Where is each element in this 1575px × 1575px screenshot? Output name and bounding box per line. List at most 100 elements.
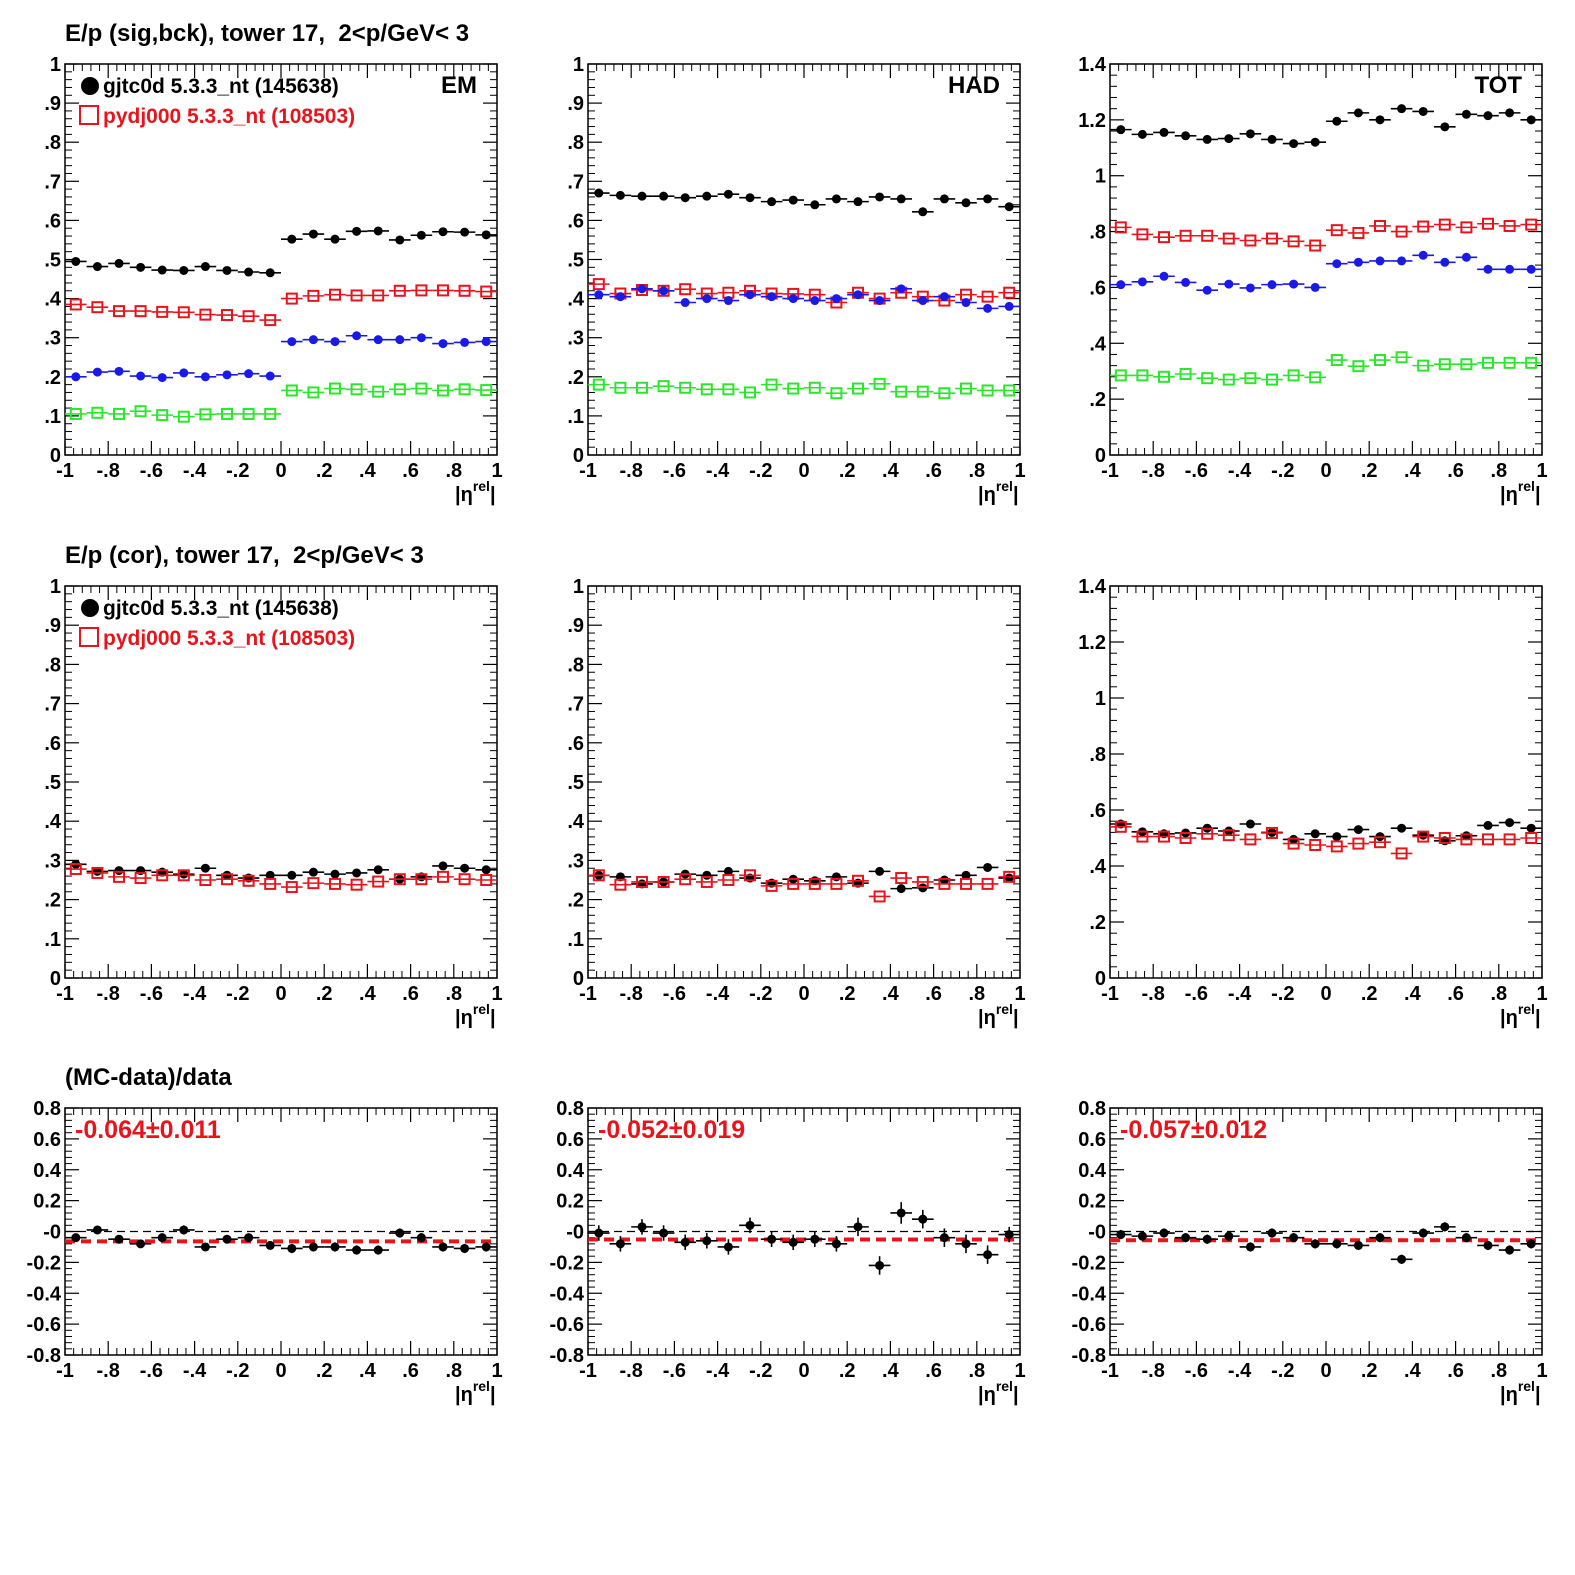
data-point xyxy=(594,1228,604,1238)
data-point xyxy=(896,194,906,204)
data-point xyxy=(700,875,713,888)
x-tick-label: .8 xyxy=(445,1360,462,1382)
data-point xyxy=(372,289,385,302)
data-point xyxy=(938,387,951,400)
data-point xyxy=(831,1239,841,1249)
data-point xyxy=(350,289,363,302)
legend-marker-mc xyxy=(79,105,99,125)
y-tick-label: -0 xyxy=(566,1222,584,1244)
data-point xyxy=(1353,108,1363,118)
x-tick-label: -1 xyxy=(56,460,74,482)
x-tick-label: -.6 xyxy=(140,1360,163,1382)
data-point xyxy=(1267,134,1277,144)
data-point xyxy=(416,333,426,343)
data-point xyxy=(156,869,169,882)
data-point xyxy=(1004,1230,1014,1240)
data-point xyxy=(1483,1240,1493,1250)
y-tick-label: 0.6 xyxy=(33,1129,61,1151)
x-tick-label: -.2 xyxy=(226,983,249,1005)
x-tick-label: .8 xyxy=(445,460,462,482)
data-point xyxy=(352,331,362,341)
x-tick-label: .4 xyxy=(359,983,377,1005)
data-point xyxy=(1309,371,1322,384)
plot-frame xyxy=(1109,63,1543,456)
x-axis-label: |ηrel| xyxy=(455,478,496,506)
x-tick-label: .8 xyxy=(1490,983,1507,1005)
y-tick-label: .4 xyxy=(567,289,585,311)
data-point xyxy=(244,369,254,379)
x-tick-label: -.2 xyxy=(226,1360,249,1382)
data-point xyxy=(918,1214,928,1224)
data-point xyxy=(961,298,971,308)
y-tick-label: .3 xyxy=(44,850,61,872)
data-point xyxy=(179,368,189,378)
data-point xyxy=(1224,1231,1234,1241)
x-tick-label: .2 xyxy=(1361,1360,1378,1382)
y-tick-label: .8 xyxy=(567,132,584,154)
x-tick-label: -.4 xyxy=(183,983,207,1005)
x-tick-label: -.4 xyxy=(706,460,730,482)
y-tick-label: .2 xyxy=(1089,389,1106,411)
y-tick-label: 1 xyxy=(50,576,61,598)
x-axis-label: |ηrel| xyxy=(978,1001,1019,1029)
data-point xyxy=(1352,837,1365,850)
data-point xyxy=(659,191,669,201)
data-point xyxy=(1245,129,1255,139)
data-point xyxy=(1179,229,1192,242)
row1-had-panel: 0 .1 .2 .3 .4 .5 .6 .7 .8 .9 1 -1 -.8 -.6 -.4 -.2 0 .2 .4.… xyxy=(567,54,1025,506)
y-tick-label: -0.8 xyxy=(27,1345,61,1367)
y-tick-label: -0 xyxy=(43,1222,61,1244)
data-point xyxy=(480,285,493,298)
x-tick-label: 1 xyxy=(1536,460,1547,482)
data-point xyxy=(1505,1245,1515,1255)
data-point xyxy=(852,874,864,887)
data-point xyxy=(329,288,341,301)
data-point xyxy=(136,371,146,381)
data-point xyxy=(1417,830,1430,843)
data-point xyxy=(765,378,778,391)
y-tick-label: .1 xyxy=(44,929,61,951)
data-point xyxy=(1136,830,1149,843)
y-tick-label: .6 xyxy=(44,733,61,755)
data-point xyxy=(308,1242,318,1252)
x-axis-label: |ηrel| xyxy=(1500,478,1541,506)
data-point xyxy=(1137,129,1147,139)
data-point xyxy=(1159,1228,1169,1238)
panel-label: EM xyxy=(441,72,477,99)
data-point xyxy=(1289,279,1299,289)
data-point xyxy=(636,381,648,394)
data-point xyxy=(1114,221,1127,234)
x-tick-label: .4 xyxy=(882,983,900,1005)
y-tick-label: .6 xyxy=(567,733,584,755)
data-point xyxy=(1222,373,1235,386)
y-tick-label: 0.8 xyxy=(1078,1098,1106,1120)
data-point xyxy=(1525,218,1538,231)
row2-em-panel: 0 .1 .2 .3 .4 .5 .6 .7 .8 .9 1 -1 -.8 -.6 -.4 -.2 0 .2 .4.… xyxy=(44,576,502,1029)
data-point xyxy=(1460,833,1473,846)
x-tick-label: -.2 xyxy=(749,460,772,482)
data-point xyxy=(744,869,756,882)
x-tick-label: -.4 xyxy=(706,983,730,1005)
y-tick-label: .7 xyxy=(567,171,584,193)
data-point xyxy=(1201,229,1214,242)
data-point xyxy=(287,870,297,880)
data-point xyxy=(1482,356,1494,369)
data-point xyxy=(114,258,124,268)
data-point xyxy=(939,1233,949,1243)
data-point xyxy=(222,1234,232,1244)
data-point xyxy=(680,193,690,203)
data-point xyxy=(285,292,298,305)
data-point xyxy=(1374,836,1386,849)
data-point xyxy=(1352,360,1365,373)
data-point xyxy=(1438,832,1451,844)
data-point xyxy=(395,335,405,345)
data-point xyxy=(393,284,406,297)
data-point xyxy=(179,265,189,275)
x-tick-label: -.4 xyxy=(706,1360,730,1382)
data-point xyxy=(1266,373,1278,386)
data-point xyxy=(1224,279,1234,289)
data-point xyxy=(981,877,994,890)
data-point xyxy=(1289,1233,1299,1243)
y-tick-label: .2 xyxy=(44,367,61,389)
data-point xyxy=(1460,221,1473,234)
